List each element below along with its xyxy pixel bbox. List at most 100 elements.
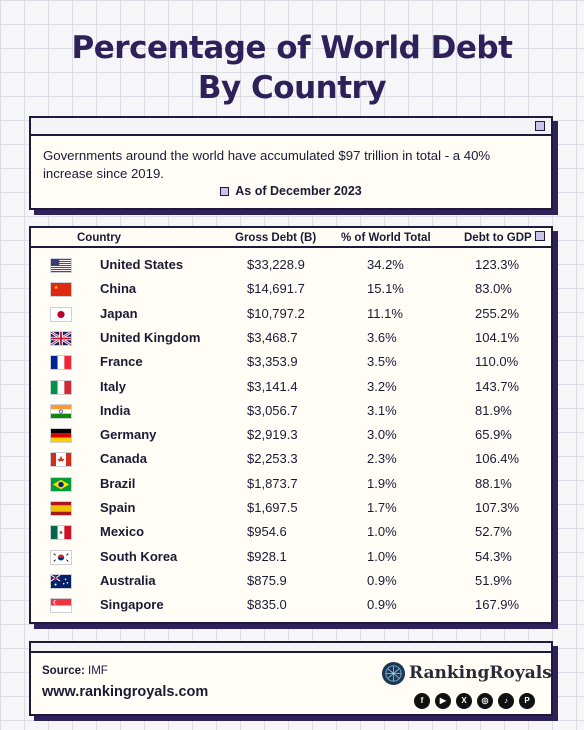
gross-debt-value: $14,691.7: [247, 281, 305, 297]
debt-to-gdp-value: 167.9%: [475, 597, 520, 613]
intro-card: Governments around the world have accumu…: [29, 116, 553, 210]
window-square-icon: [535, 121, 545, 131]
gross-debt-value: $3,141.4: [247, 378, 298, 394]
brand-logo: RankingRoyals: [381, 661, 552, 687]
footer-card: Source: IMF www.rankingroyals.com Rankin…: [29, 641, 553, 716]
table-row: France $3,353.9 3.5% 110.0%: [31, 352, 551, 376]
country-name: India: [100, 402, 131, 418]
gross-debt-value: $3,353.9: [247, 354, 298, 370]
china-flag-icon: ★: [50, 282, 72, 298]
debt-to-gdp-value: 110.0%: [475, 354, 519, 370]
world-percent-value: 3.0%: [367, 427, 397, 443]
table-row: South Korea $928.1 1.0% 54.3%: [31, 547, 551, 571]
source-label: Source:: [42, 665, 85, 677]
gross-debt-value: $33,228.9: [247, 257, 305, 272]
debt-to-gdp-value: 54.3%: [475, 548, 512, 564]
table-row: Singapore $835.0 0.9% 167.9%: [31, 595, 551, 619]
country-name: Italy: [100, 378, 127, 394]
india-flag-icon: [50, 403, 72, 419]
intro-card-titlebar: [31, 118, 551, 136]
table-row: Italy $3,141.4 3.2% 143.7%: [31, 377, 551, 401]
header-debt-to-gdp: Debt to GDP: [464, 232, 532, 244]
uk-flag-icon: [50, 330, 72, 346]
gross-debt-value: $3,056.7: [247, 402, 298, 418]
japan-flag-icon: [50, 306, 72, 322]
svg-text:★: ★: [54, 285, 59, 291]
title-line-1: Percentage of World Debt: [71, 30, 513, 66]
country-name: United States: [100, 257, 184, 272]
globe-logo-icon: [381, 661, 406, 686]
table-row: Germany $2,919.3 3.0% 65.9%: [31, 425, 551, 449]
table-row: Spain $1,697.5 1.7% 107.3%: [31, 498, 551, 522]
world-percent-value: 3.5%: [367, 354, 397, 370]
debt-to-gdp-value: 52.7%: [475, 524, 512, 540]
pinterest-icon[interactable]: P: [519, 693, 535, 709]
x-icon[interactable]: X: [456, 693, 472, 709]
debt-to-gdp-value: 255.2%: [475, 305, 520, 321]
country-name: Mexico: [100, 524, 145, 540]
gross-debt-value: $2,919.3: [247, 427, 298, 443]
table-header-bar: [31, 228, 551, 248]
world-percent-value: 1.0%: [367, 548, 397, 564]
debt-to-gdp-value: 51.9%: [475, 572, 512, 588]
world-percent-value: 0.9%: [367, 572, 397, 588]
as-of-text: As of December 2023: [235, 184, 362, 198]
debt-to-gdp-value: 143.7%: [475, 378, 520, 394]
header-percent-world: % of World Total: [341, 232, 431, 244]
world-percent-value: 2.3%: [367, 451, 397, 467]
world-percent-value: 1.9%: [367, 475, 397, 491]
world-percent-value: 0.9%: [367, 597, 397, 613]
square-bullet-icon: [220, 187, 230, 196]
world-percent-value: 3.1%: [367, 402, 397, 418]
footer-bar: [31, 643, 551, 653]
table-row: Japan $10,797.2 11.1% 255.2%: [31, 304, 551, 328]
table-row: Brazil $1,873.7 1.9% 88.1%: [31, 474, 551, 498]
debt-to-gdp-value: 123.3%: [475, 257, 520, 272]
world-percent-value: 34.2%: [367, 257, 404, 272]
website-link[interactable]: www.rankingroyals.com: [42, 684, 209, 700]
debt-to-gdp-value: 65.9%: [475, 427, 512, 443]
gross-debt-value: $10,797.2: [247, 305, 305, 321]
australia-flag-icon: [50, 573, 72, 589]
country-name: Japan: [100, 305, 138, 321]
country-name: Canada: [100, 451, 147, 467]
south-korea-flag-icon: [50, 549, 72, 565]
header-gross-debt: Gross Debt (B): [235, 232, 317, 244]
table-row: Canada $2,253.3 2.3% 106.4%: [31, 449, 551, 473]
canada-flag-icon: [50, 452, 72, 468]
world-percent-value: 1.7%: [367, 500, 397, 515]
tiktok-icon[interactable]: ♪: [498, 693, 514, 709]
debt-to-gdp-value: 88.1%: [475, 475, 512, 491]
table-row: United States $33,228.9 34.2% 123.3%: [31, 255, 551, 279]
country-name: United Kingdom: [100, 329, 201, 345]
as-of-label: As of December 2023: [31, 184, 551, 198]
gross-debt-value: $3,468.7: [247, 329, 298, 345]
table-row: United Kingdom $3,468.7 3.6% 104.1%: [31, 328, 551, 352]
debt-to-gdp-value: 83.0%: [475, 281, 512, 297]
source-value: IMF: [88, 665, 108, 677]
table-row: Australia $875.9 0.9% 51.9%: [31, 571, 551, 595]
spain-flag-icon: [50, 501, 72, 516]
instagram-icon[interactable]: ◎: [477, 693, 493, 709]
source-line: Source: IMF: [42, 665, 108, 677]
brazil-flag-icon: [50, 476, 72, 492]
page-title: Percentage of World Debt By Country: [0, 28, 584, 108]
window-square-icon: [535, 231, 545, 241]
italy-flag-icon: [50, 379, 72, 395]
gross-debt-value: $928.1: [247, 548, 287, 564]
world-percent-value: 3.6%: [367, 329, 397, 345]
header-country: Country: [77, 232, 122, 244]
table-row: Mexico $954.6 1.0% 52.7%: [31, 522, 551, 546]
debt-to-gdp-value: 104.1%: [475, 329, 520, 345]
brand-name: RankingRoyals: [409, 663, 552, 683]
singapore-flag-icon: [50, 598, 72, 614]
country-name: South Korea: [100, 548, 178, 564]
france-flag-icon: [50, 355, 72, 371]
country-name: Australia: [100, 572, 156, 588]
gross-debt-value: $835.0: [247, 597, 287, 613]
youtube-icon[interactable]: ▶: [435, 693, 451, 709]
facebook-icon[interactable]: f: [414, 693, 430, 709]
us-flag-icon: [50, 258, 72, 273]
country-name: Brazil: [100, 475, 136, 491]
debt-to-gdp-value: 107.3%: [475, 500, 520, 515]
